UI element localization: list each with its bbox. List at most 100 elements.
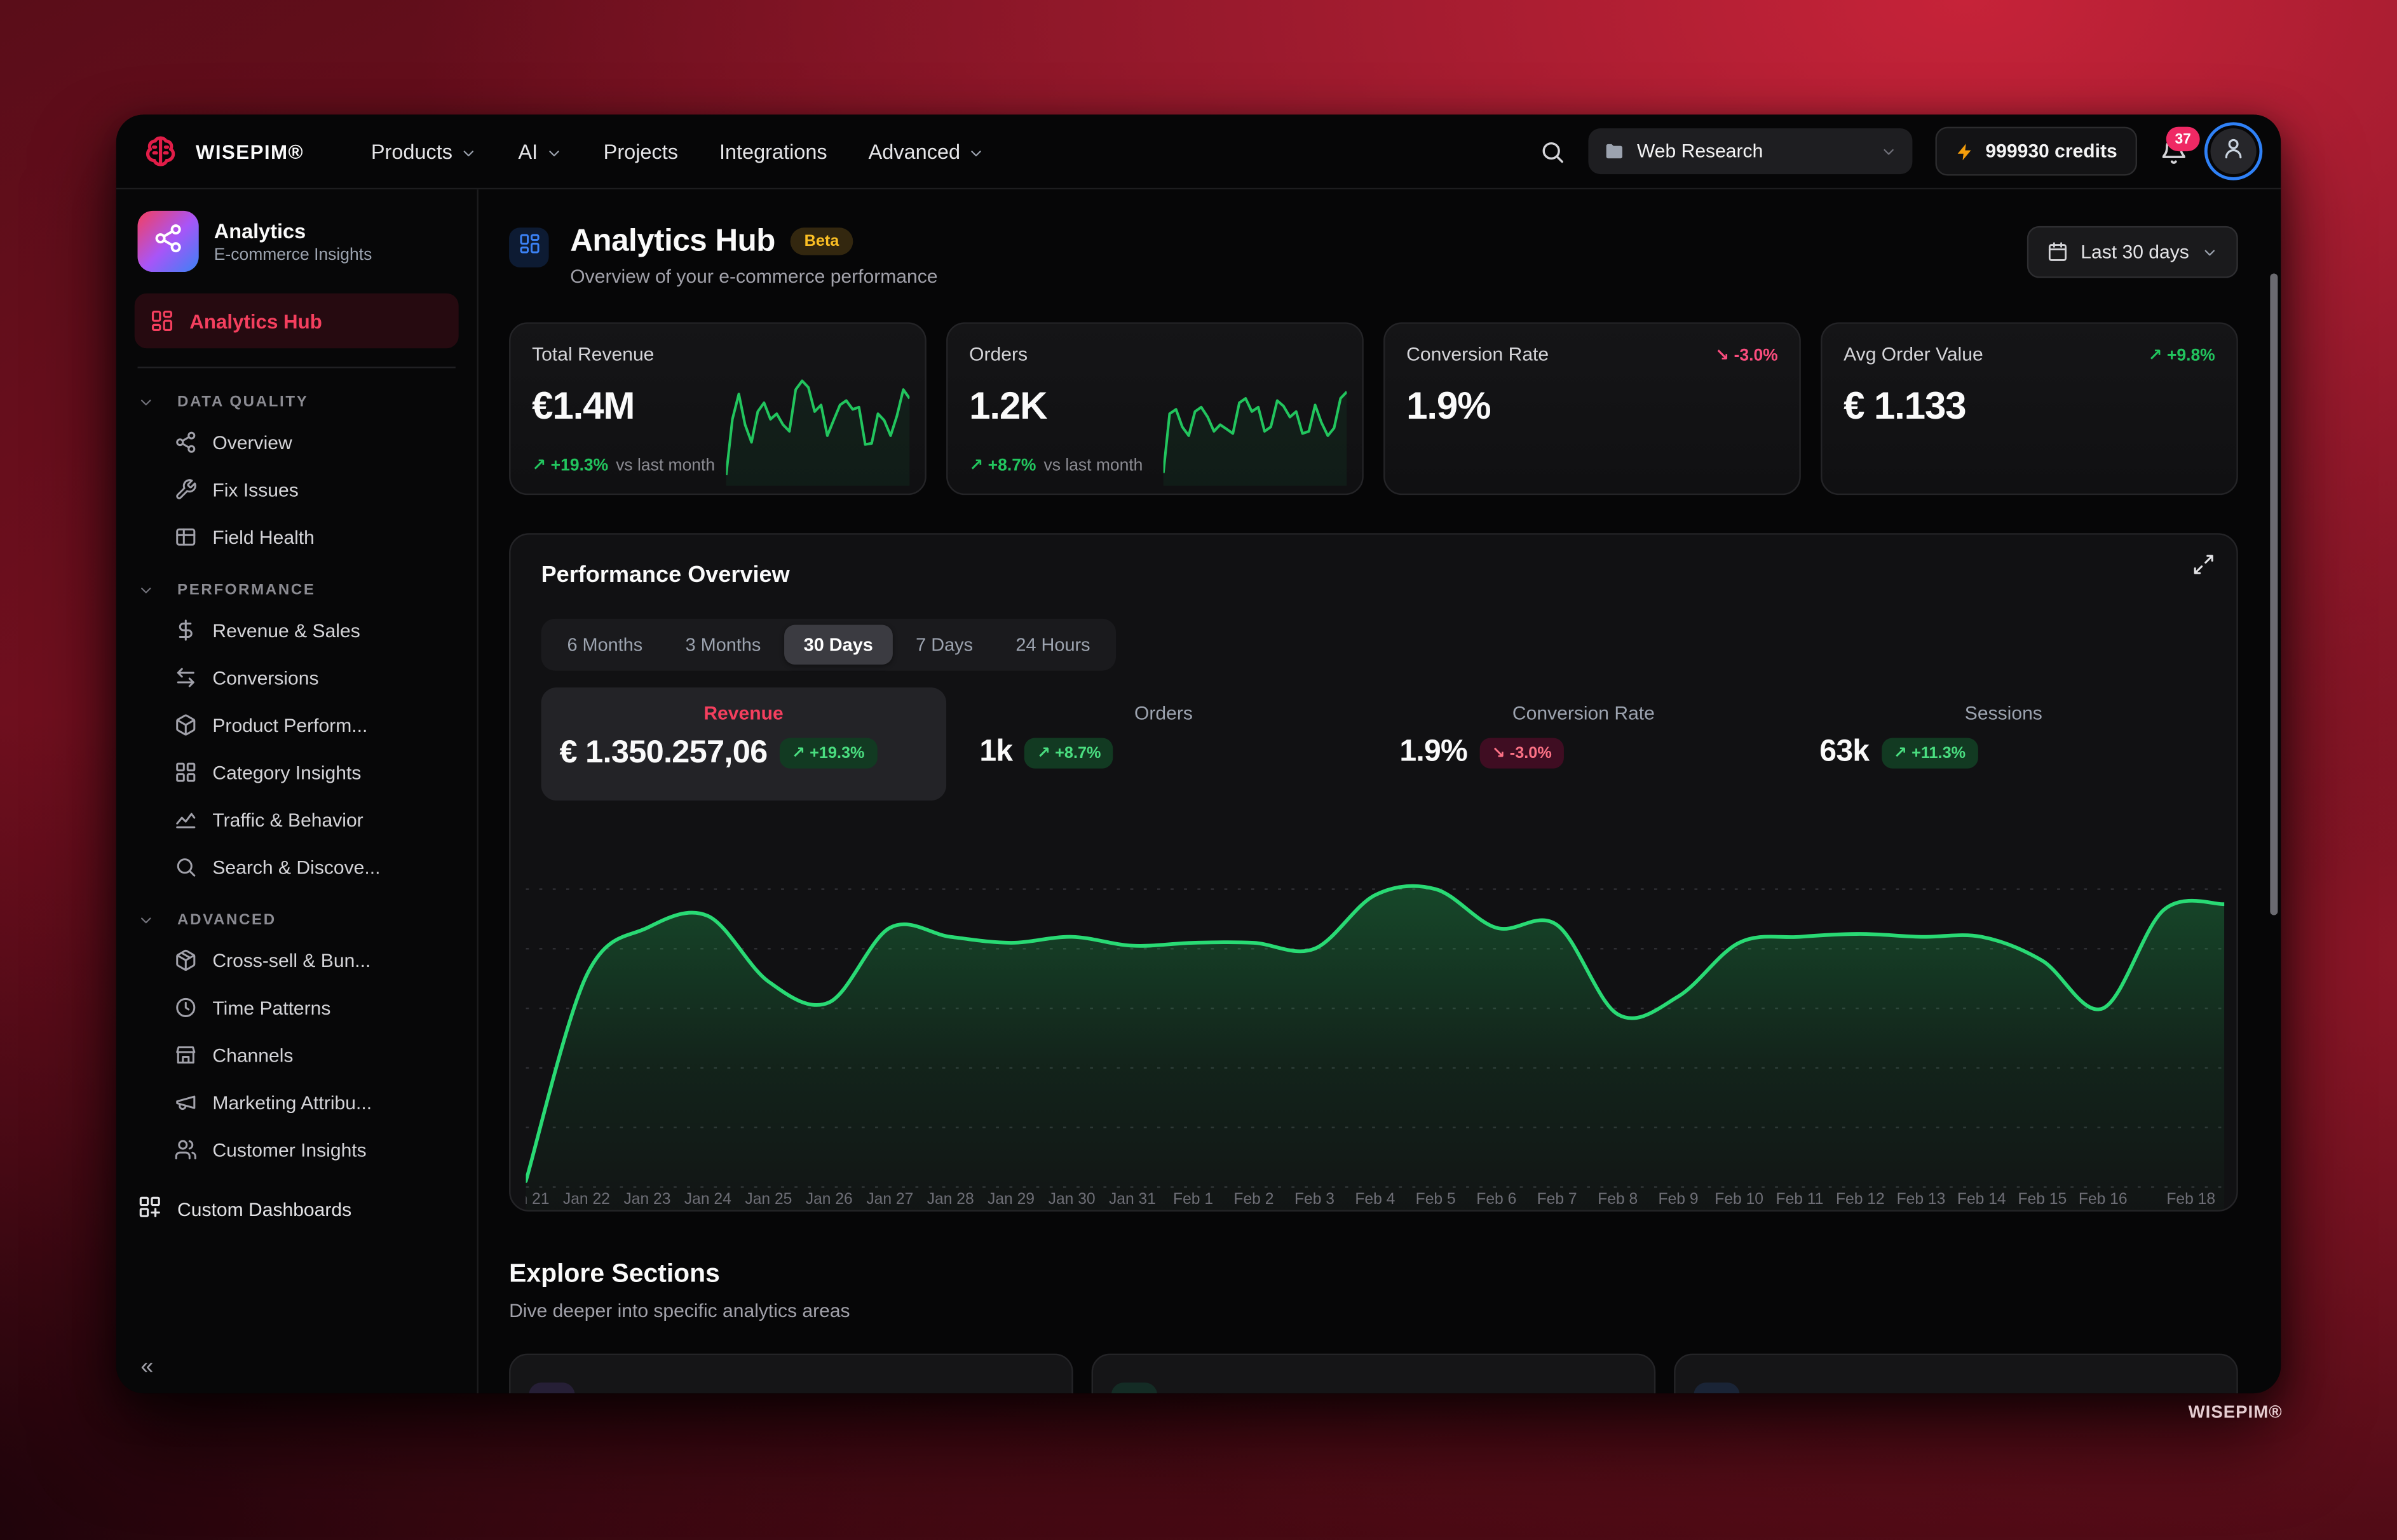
notifications-button[interactable]: 37	[2160, 126, 2200, 165]
nav-link-ai[interactable]: AI	[519, 140, 562, 163]
sidebar-item-field-health[interactable]: Field Health	[135, 513, 459, 561]
tab-30-days[interactable]: 30 Days	[784, 625, 893, 665]
date-range-button[interactable]: Last 30 days	[2027, 226, 2238, 278]
nav-link-advanced[interactable]: Advanced	[869, 140, 985, 163]
sidebar-item-label: Product Perform...	[212, 714, 368, 736]
svg-text:Feb 4: Feb 4	[1355, 1190, 1395, 1208]
sidebar-item-label: Cross-sell & Bun...	[212, 949, 371, 971]
sidebar-item-marketing-attribu[interactable]: Marketing Attribu...	[135, 1079, 459, 1126]
dollar-icon	[174, 619, 197, 642]
svg-text:Feb 3: Feb 3	[1294, 1190, 1334, 1208]
search-icon[interactable]	[1539, 138, 1565, 165]
kpi-row: Total Revenue €1.4M ↗ +19.3% vs last month…	[509, 322, 2238, 496]
grid-icon	[174, 761, 197, 784]
scrollbar-thumb[interactable]	[2270, 273, 2278, 915]
share-nodes-icon	[153, 222, 184, 260]
sidebar-item-revenue-sales[interactable]: Revenue & Sales	[135, 607, 459, 654]
sidebar-item-label: Time Patterns	[212, 997, 331, 1018]
lightning-icon	[1955, 141, 1974, 161]
sidebar-section-label: DATA QUALITY	[177, 394, 309, 411]
kpi-delta: ↘ -3.0%	[1715, 346, 1778, 365]
svg-text:Feb 5: Feb 5	[1416, 1190, 1456, 1208]
project-selector[interactable]: Web Research	[1587, 128, 1912, 175]
chevron-down-icon	[2201, 244, 2218, 260]
sidebar-item-label: Custom Dashboards	[177, 1198, 352, 1220]
sidebar-item-label: Search & Discove...	[212, 856, 381, 878]
date-range-label: Last 30 days	[2081, 241, 2189, 263]
grid-plus-icon	[138, 1195, 162, 1224]
sidebar-section-label: PERFORMANCE	[177, 582, 316, 599]
package-icon	[174, 949, 197, 971]
sidebar-item-analytics-hub[interactable]: Analytics Hub	[134, 293, 459, 349]
nav-link-integrations[interactable]: Integrations	[719, 140, 827, 163]
sidebar-item-channels[interactable]: Channels	[135, 1031, 459, 1079]
navbar-right: Web Research 999930 credits 37	[1539, 126, 2257, 176]
explore-card-2[interactable]	[1091, 1353, 1656, 1394]
page-subtitle: Overview of your e-commerce performance	[570, 266, 938, 288]
svg-text:Jan 21: Jan 21	[526, 1190, 550, 1208]
svg-text:Jan 23: Jan 23	[623, 1190, 670, 1208]
metric-sessions[interactable]: Sessions 63k ↗ +11.3%	[1801, 687, 2206, 800]
metric-label: Revenue	[703, 703, 784, 724]
kpi-label: Avg Order Value	[1844, 344, 1983, 365]
expand-icon[interactable]	[2192, 553, 2215, 584]
sidebar-item-label: Category Insights	[212, 761, 362, 783]
sidebar-section-data-quality[interactable]: DATA QUALITY	[135, 386, 459, 419]
sidebar-item-search-discove[interactable]: Search & Discove...	[135, 843, 459, 891]
sidebar-collapse-button[interactable]: «	[140, 1353, 154, 1380]
megaphone-icon	[174, 1091, 197, 1114]
metric-label: Sessions	[1964, 703, 2042, 724]
sidebar-item-category-insights[interactable]: Category Insights	[135, 748, 459, 796]
nav-link-products[interactable]: Products	[371, 140, 477, 163]
avatar[interactable]	[2210, 128, 2257, 175]
svg-text:Feb 8: Feb 8	[1598, 1190, 1638, 1208]
sidebar-section-performance[interactable]: PERFORMANCE	[135, 574, 459, 607]
sidebar-item-traffic-behavior[interactable]: Traffic & Behavior	[135, 796, 459, 844]
brain-icon	[140, 132, 180, 172]
nav-link-label: AI	[518, 140, 538, 163]
nav-links: Products AI Projects Integrations Advanced	[371, 140, 985, 163]
sidebar-item-cross-sell-bun[interactable]: Cross-sell & Bun...	[135, 936, 459, 984]
sidebar-item-custom-dashboards[interactable]: Custom Dashboards	[135, 1192, 459, 1227]
metric-value: 63k	[1819, 734, 1870, 769]
nav-link-label: Advanced	[868, 140, 961, 163]
tab-3-months[interactable]: 3 Months	[685, 633, 761, 656]
project-selector-value: Web Research	[1636, 140, 1763, 162]
explore-card-3[interactable]	[1674, 1353, 2238, 1394]
nav-link-projects[interactable]: Projects	[604, 140, 678, 163]
brand[interactable]: WISEPIM®	[140, 132, 304, 172]
metric-label: Conversion Rate	[1512, 703, 1655, 724]
chart-icon	[1694, 1382, 1740, 1394]
explore-card-1[interactable]	[509, 1353, 1073, 1394]
performance-overview-card: Performance Overview 6 Months 3 Months 30 …	[509, 533, 2238, 1212]
metric-revenue[interactable]: Revenue € 1.350.257,06 ↗ +19.3%	[541, 687, 946, 801]
kpi-sparkline	[726, 379, 910, 486]
tab-6-months[interactable]: 6 Months	[567, 633, 643, 656]
nav-link-label: Products	[370, 140, 453, 163]
chevron-down-icon	[968, 144, 984, 161]
sidebar-item-conversions[interactable]: Conversions	[135, 654, 459, 701]
sidebar-section-advanced[interactable]: ADVANCED	[135, 905, 459, 937]
kpi-sparkline	[1163, 391, 1347, 486]
sidebar-item-fix-issues[interactable]: Fix Issues	[135, 466, 459, 513]
folder-icon	[1603, 140, 1625, 162]
tab-7-days[interactable]: 7 Days	[916, 633, 974, 656]
svg-text:Feb 15: Feb 15	[2018, 1190, 2067, 1208]
sidebar-item-product-perform[interactable]: Product Perform...	[135, 701, 459, 749]
sidebar-item-label: Fix Issues	[212, 478, 299, 501]
svg-text:Feb 7: Feb 7	[1537, 1190, 1577, 1208]
sidebar-item-label: Analytics Hub	[189, 309, 322, 333]
credits-pill[interactable]: 999930 credits	[1935, 126, 2138, 176]
sidebar-app-subtitle: E-commerce Insights	[214, 245, 372, 264]
metric-orders[interactable]: Orders 1k ↗ +8.7%	[961, 687, 1366, 800]
revenue-area-chart[interactable]: Jan 21 Jan 22 Jan 23 Jan 24 Jan 25 Jan 26 Jan …	[526, 820, 2225, 1210]
users-icon	[174, 1138, 197, 1161]
svg-text:Feb 1: Feb 1	[1173, 1190, 1213, 1208]
sidebar-item-customer-insights[interactable]: Customer Insights	[135, 1126, 459, 1173]
tab-24-hours[interactable]: 24 Hours	[1015, 633, 1090, 656]
metric-conversion-rate[interactable]: Conversion Rate 1.9% ↘ -3.0%	[1381, 687, 1786, 800]
svg-text:Jan 31: Jan 31	[1109, 1190, 1156, 1208]
sidebar-item-overview[interactable]: Overview	[135, 419, 459, 466]
table-icon	[174, 525, 197, 548]
sidebar-item-time-patterns[interactable]: Time Patterns	[135, 984, 459, 1032]
